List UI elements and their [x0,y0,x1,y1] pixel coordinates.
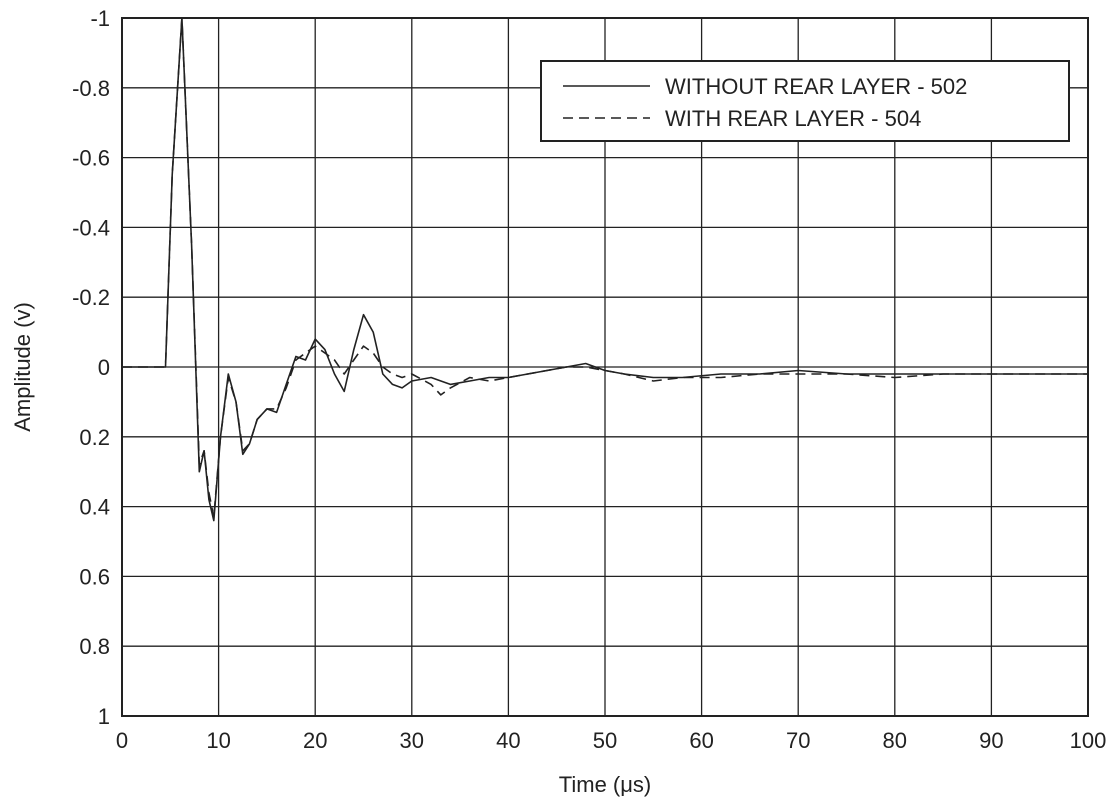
x-axis-ticks: 0 10 20 30 40 50 60 70 80 90 100 [116,728,1106,753]
x-tick-label: 30 [400,728,424,753]
y-tick-label: 0.2 [79,425,110,450]
x-tick-label: 90 [979,728,1003,753]
y-tick-label: -1 [90,6,110,31]
x-tick-label: 40 [496,728,520,753]
legend: WITHOUT REAR LAYER - 502 WITH REAR LAYER… [541,61,1069,141]
y-tick-label: 0.6 [79,564,110,589]
y-tick-label: 0.4 [79,495,110,520]
y-tick-label: 1 [98,704,110,729]
y-tick-label: 0.8 [79,634,110,659]
x-tick-label: 20 [303,728,327,753]
y-tick-label: -0.6 [72,146,110,171]
x-tick-label: 0 [116,728,128,753]
x-tick-label: 10 [206,728,230,753]
y-axis-label: Amplitude (v) [10,302,35,432]
x-tick-label: 70 [786,728,810,753]
y-tick-label: 0 [98,355,110,380]
y-tick-label: -0.8 [72,76,110,101]
y-axis-ticks: 1 0.8 0.6 0.4 0.2 0 -0.2 -0.4 -0.6 -0.8 -1 [72,6,110,729]
x-tick-label: 60 [689,728,713,753]
legend-label-without-rear-layer: WITHOUT REAR LAYER - 502 [665,74,967,99]
y-tick-label: -0.4 [72,215,110,240]
x-tick-label: 80 [883,728,907,753]
y-tick-label: -0.2 [72,285,110,310]
x-axis-label: Time (μs) [559,772,652,797]
x-tick-label: 100 [1070,728,1107,753]
legend-label-with-rear-layer: WITH REAR LAYER - 504 [665,106,921,131]
x-tick-label: 50 [593,728,617,753]
